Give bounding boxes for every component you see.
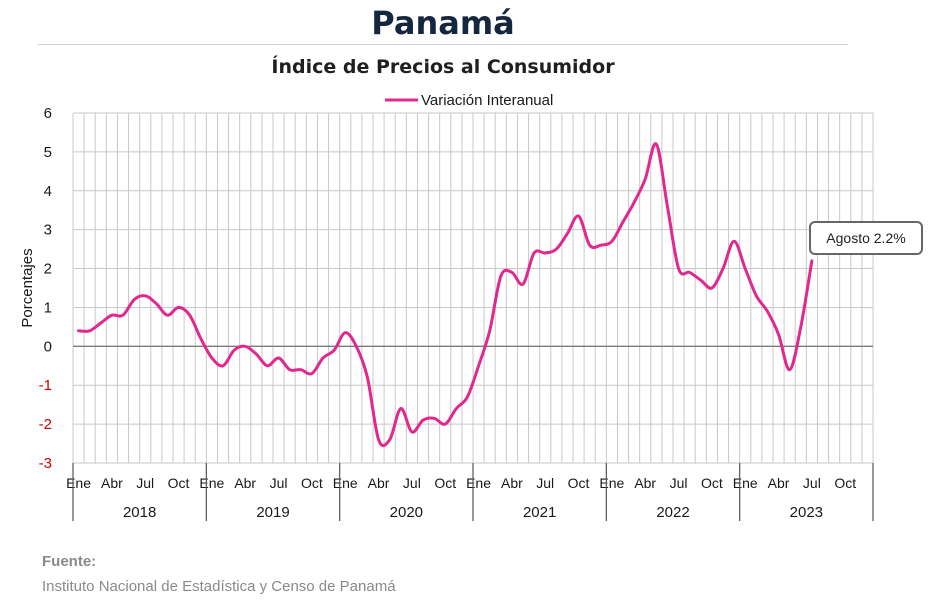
y-tick-label: 5 — [44, 144, 52, 161]
y-tick-label: 3 — [44, 222, 52, 239]
series-line — [77, 142, 814, 448]
y-tick-label: 1 — [44, 299, 52, 316]
x-tick-label: Abr — [234, 475, 256, 491]
grid-layer — [72, 112, 874, 464]
series-layer — [77, 142, 814, 448]
annotation-layer: Agosto 2.2% — [809, 221, 923, 255]
annotation-box — [809, 221, 923, 255]
x-tick-label: Oct — [168, 475, 190, 491]
x-tick-label: Jul — [136, 475, 154, 491]
source-text: Instituto Nacional de Estadística y Cens… — [42, 578, 396, 595]
x-tick-label: Oct — [568, 475, 590, 491]
source-label: Fuente: — [42, 553, 97, 570]
y-tick-label: -1 — [39, 377, 52, 394]
x-year-label: 2021 — [523, 504, 556, 521]
x-tick-label: Jul — [536, 475, 554, 491]
x-tick-label: Oct — [701, 475, 723, 491]
x-year-label: 2018 — [123, 504, 156, 521]
annotation-label: Agosto 2.2% — [826, 230, 905, 246]
x-tick-label: Ene — [599, 475, 624, 491]
title-divider — [38, 44, 848, 45]
legend-label: Variación Interanual — [421, 92, 553, 109]
x-year-label: 2020 — [390, 504, 423, 521]
x-tick-label: Jul — [403, 475, 421, 491]
y-tick-label: 6 — [44, 105, 52, 122]
x-year-label: 2022 — [656, 504, 689, 521]
x-tick-label: Ene — [66, 475, 91, 491]
x-tick-label: Abr — [368, 475, 390, 491]
x-tick-label: Ene — [199, 475, 224, 491]
x-tick-label: Abr — [634, 475, 656, 491]
y-tick-label: -3 — [39, 455, 52, 472]
y-tick-label: 0 — [44, 338, 52, 355]
x-tick-label: Ene — [333, 475, 358, 491]
chart-title: Panamá — [371, 4, 515, 42]
x-year-label: 2023 — [790, 504, 823, 521]
y-tick-label: -2 — [39, 416, 52, 433]
x-tick-label: Oct — [834, 475, 856, 491]
y-axis-label: Porcentajes — [19, 248, 36, 327]
y-tick-label: 4 — [44, 183, 52, 200]
x-tick-label: Jul — [670, 475, 688, 491]
x-tick-label: Abr — [101, 475, 123, 491]
x-tick-label: Jul — [803, 475, 821, 491]
x-tick-label: Abr — [501, 475, 523, 491]
x-tick-label: Oct — [301, 475, 323, 491]
x-tick-label: Abr — [768, 475, 790, 491]
legend: Variación Interanual — [385, 92, 553, 109]
x-tick-label: Jul — [270, 475, 288, 491]
axis-layer: -3 -2 -1 0 1 2 3 4 5 6 Porcentajes Ene Abr Jul Oct 2018… — [19, 105, 874, 521]
x-tick-label: Ene — [466, 475, 491, 491]
x-year-label: 2019 — [256, 504, 289, 521]
x-tick-label: Ene — [733, 475, 758, 491]
y-tick-label: 2 — [44, 261, 52, 278]
x-tick-label: Oct — [434, 475, 456, 491]
chart-subtitle: Índice de Precios al Consumidor — [271, 56, 615, 78]
